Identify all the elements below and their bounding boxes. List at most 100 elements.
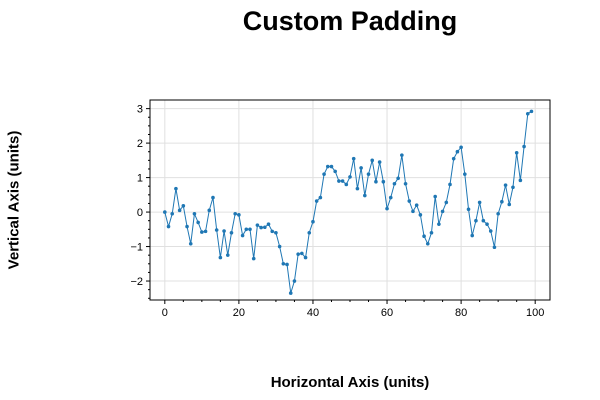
data-point [333, 169, 337, 174]
y-tick-label: 0 [137, 207, 143, 219]
data-point [251, 256, 256, 261]
data-point [240, 233, 245, 238]
data-point [374, 179, 378, 184]
data-point [229, 230, 234, 235]
data-point [325, 164, 330, 169]
data-point [244, 227, 249, 232]
x-tick-label: 0 [162, 307, 168, 319]
data-point [285, 262, 289, 267]
x-tick-label: 100 [526, 307, 544, 319]
data-point [470, 233, 475, 238]
data-point [196, 220, 200, 225]
data-point [414, 203, 419, 207]
data-point [433, 194, 437, 199]
data-point [522, 144, 526, 149]
data-point [529, 109, 534, 114]
data-point [222, 229, 226, 233]
plot-frame [149, 99, 551, 301]
data-point [451, 156, 456, 161]
data-point [281, 261, 286, 266]
y-tick-label: 2 [137, 138, 143, 150]
data-point [174, 186, 178, 191]
data-point [503, 183, 508, 187]
y-tick-label: −1 [130, 242, 143, 254]
data-point [207, 208, 212, 213]
data-point [200, 230, 204, 234]
y-tick-label: −2 [130, 276, 143, 288]
data-point [303, 255, 308, 260]
x-axis-label: Horizontal Axis (units) [270, 374, 430, 391]
data-point [329, 164, 334, 169]
y-axis-ticks: −2 −1 0 1 2 3 [130, 104, 150, 299]
x-tick-label: 60 [381, 307, 393, 319]
data-point [255, 223, 260, 227]
data-point [525, 111, 530, 116]
x-tick-label: 20 [233, 307, 245, 319]
data-point [170, 211, 175, 216]
data-point [396, 176, 400, 181]
data-point [348, 175, 352, 179]
data-point [496, 211, 500, 216]
y-tick-label: 3 [137, 104, 143, 116]
data-point [259, 225, 263, 230]
data-point [185, 224, 189, 229]
data-point [177, 208, 182, 213]
data-point [481, 218, 486, 223]
data-point [192, 211, 197, 216]
data-point [237, 213, 241, 217]
data-point [163, 210, 167, 214]
data-point [370, 158, 375, 163]
data-point [355, 186, 360, 191]
data-point [511, 185, 515, 190]
data-point [366, 172, 371, 176]
data-point [377, 160, 382, 164]
data-point [274, 230, 278, 235]
data-point [448, 182, 452, 187]
data-point [344, 182, 349, 187]
data-point [318, 195, 323, 200]
data-point [166, 224, 171, 229]
data-point [188, 241, 193, 246]
grid-lines [150, 100, 550, 300]
data-point [311, 219, 315, 224]
x-tick-label: 40 [307, 307, 319, 319]
data-point [429, 230, 434, 235]
data-point [422, 234, 426, 239]
series-line [164, 110, 532, 294]
x-tick-label: 80 [455, 307, 467, 319]
data-point [296, 252, 300, 256]
data-point [307, 230, 312, 235]
chart-title: Custom Padding [242, 6, 458, 36]
y-axis-label: Vertical Axis (units) [5, 130, 23, 270]
data-point [440, 209, 445, 214]
data-point [270, 229, 275, 234]
data-point [322, 172, 326, 176]
data-point [466, 207, 471, 212]
data-point [400, 153, 404, 157]
data-point [381, 179, 386, 184]
data-point [181, 204, 186, 208]
data-point [392, 181, 397, 186]
data-point [485, 222, 489, 226]
data-point [444, 200, 449, 205]
data-point [425, 241, 430, 246]
series-line-layer [164, 110, 532, 294]
data-point [403, 181, 408, 186]
data-point [337, 179, 341, 183]
data-point [388, 195, 393, 200]
data-point [314, 199, 319, 203]
data-point [514, 150, 519, 155]
data-point [214, 228, 219, 232]
x-axis-ticks: 0 20 40 60 80 100 [162, 300, 544, 319]
data-point [507, 202, 512, 207]
data-point [263, 225, 267, 230]
data-point [474, 218, 478, 223]
data-point [385, 206, 389, 211]
data-point [288, 291, 293, 295]
data-point [225, 253, 230, 257]
data-point [488, 229, 493, 233]
data-point [292, 279, 297, 283]
data-point [203, 229, 208, 234]
data-point [300, 251, 304, 256]
